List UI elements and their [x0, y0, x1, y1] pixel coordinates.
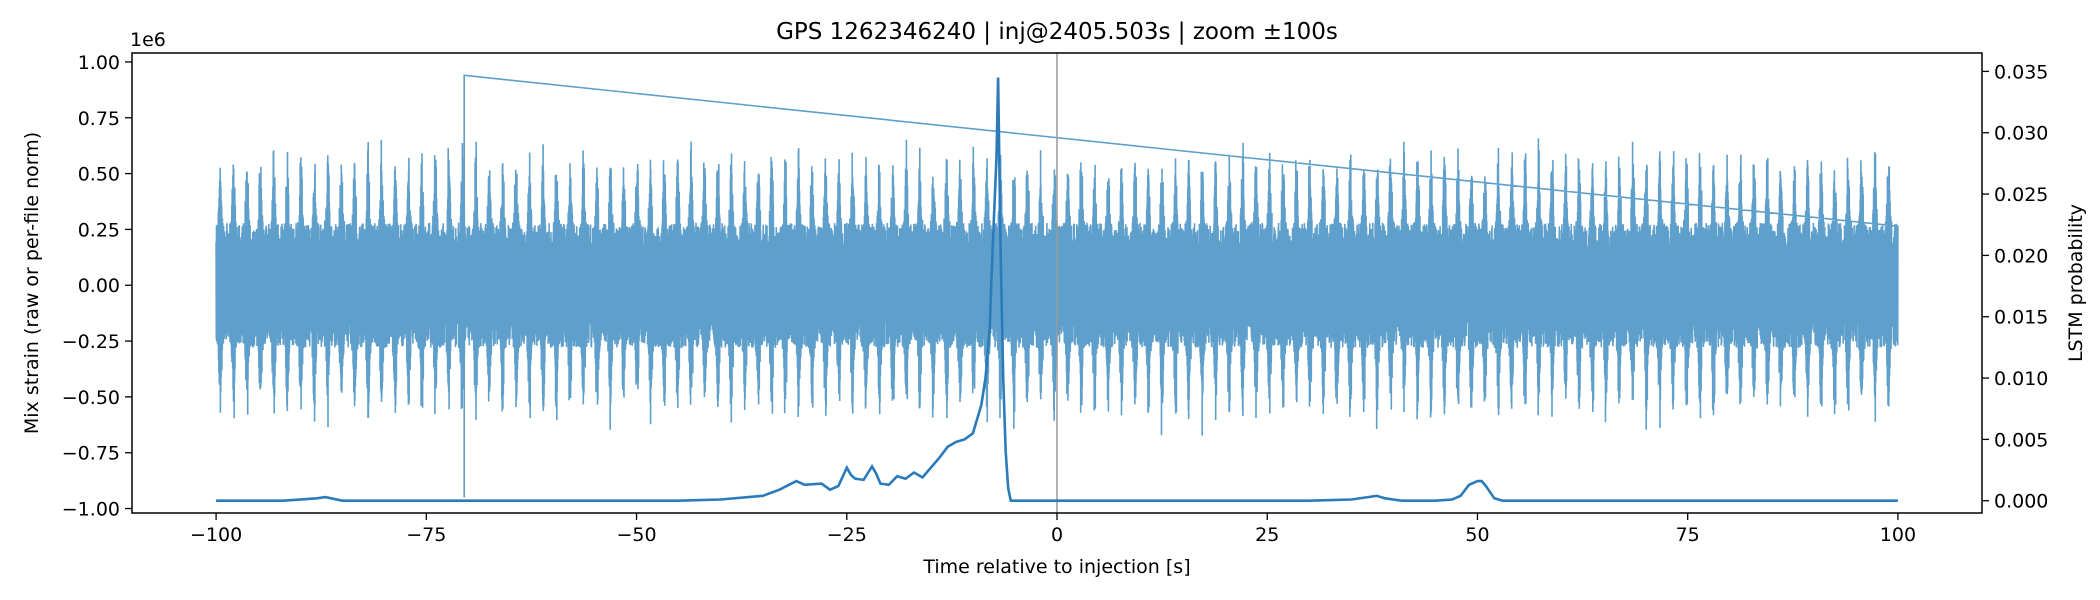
y-left-axis-label: Mix strain (raw or per-file norm) [21, 132, 43, 434]
x-tick-label: 75 [1676, 524, 1700, 546]
y-right-tick-label: 0.000 [1994, 491, 2048, 513]
x-tick-label: −100 [190, 524, 242, 546]
y-left-tick-label: −0.50 [62, 387, 120, 409]
y-left-tick-label: 0.75 [78, 108, 120, 130]
x-tick-label: 25 [1255, 524, 1279, 546]
x-tick-label: 50 [1465, 524, 1489, 546]
y-left-tick-label: 0.50 [78, 164, 120, 186]
y-right-tick-label: 0.010 [1994, 368, 2048, 390]
y-left-tick-label: 0.00 [78, 275, 120, 297]
y-left-tick-label: −0.75 [62, 443, 120, 465]
x-tick-label: −75 [406, 524, 446, 546]
plot-area [215, 53, 1899, 513]
y-right-tick-label: 0.015 [1994, 307, 2048, 329]
axes-ticks: −100 −75 −50 −25 0 25 50 75 100 −1.00 −0.75 −0.50 −0… [62, 52, 2049, 546]
y-left-tick-label: 1.00 [78, 52, 120, 74]
y-right-tick-label: 0.030 [1994, 123, 2048, 145]
x-tick-label: −50 [616, 524, 656, 546]
x-axis-label: Time relative to injection [s] [922, 556, 1190, 578]
y-right-axis-label: LSTM probability [2065, 204, 2087, 362]
y-left-tick-label: −0.25 [62, 331, 120, 353]
y-right-tick-label: 0.035 [1994, 61, 2048, 83]
chart-title: GPS 1262346240 | inj@2405.503s | zoom ±1… [776, 19, 1338, 45]
y-left-offset-label: 1e6 [130, 29, 166, 51]
y-left-tick-label: −1.00 [62, 499, 120, 521]
x-tick-label: 0 [1051, 524, 1063, 546]
x-tick-label: 100 [1880, 524, 1916, 546]
x-tick-label: −25 [827, 524, 867, 546]
y-right-tick-label: 0.025 [1994, 184, 2048, 206]
lstm-probability-line [216, 77, 1898, 503]
y-right-tick-label: 0.005 [1994, 429, 2048, 451]
y-right-tick-label: 0.020 [1994, 245, 2048, 267]
y-left-tick-label: 0.25 [78, 219, 120, 241]
